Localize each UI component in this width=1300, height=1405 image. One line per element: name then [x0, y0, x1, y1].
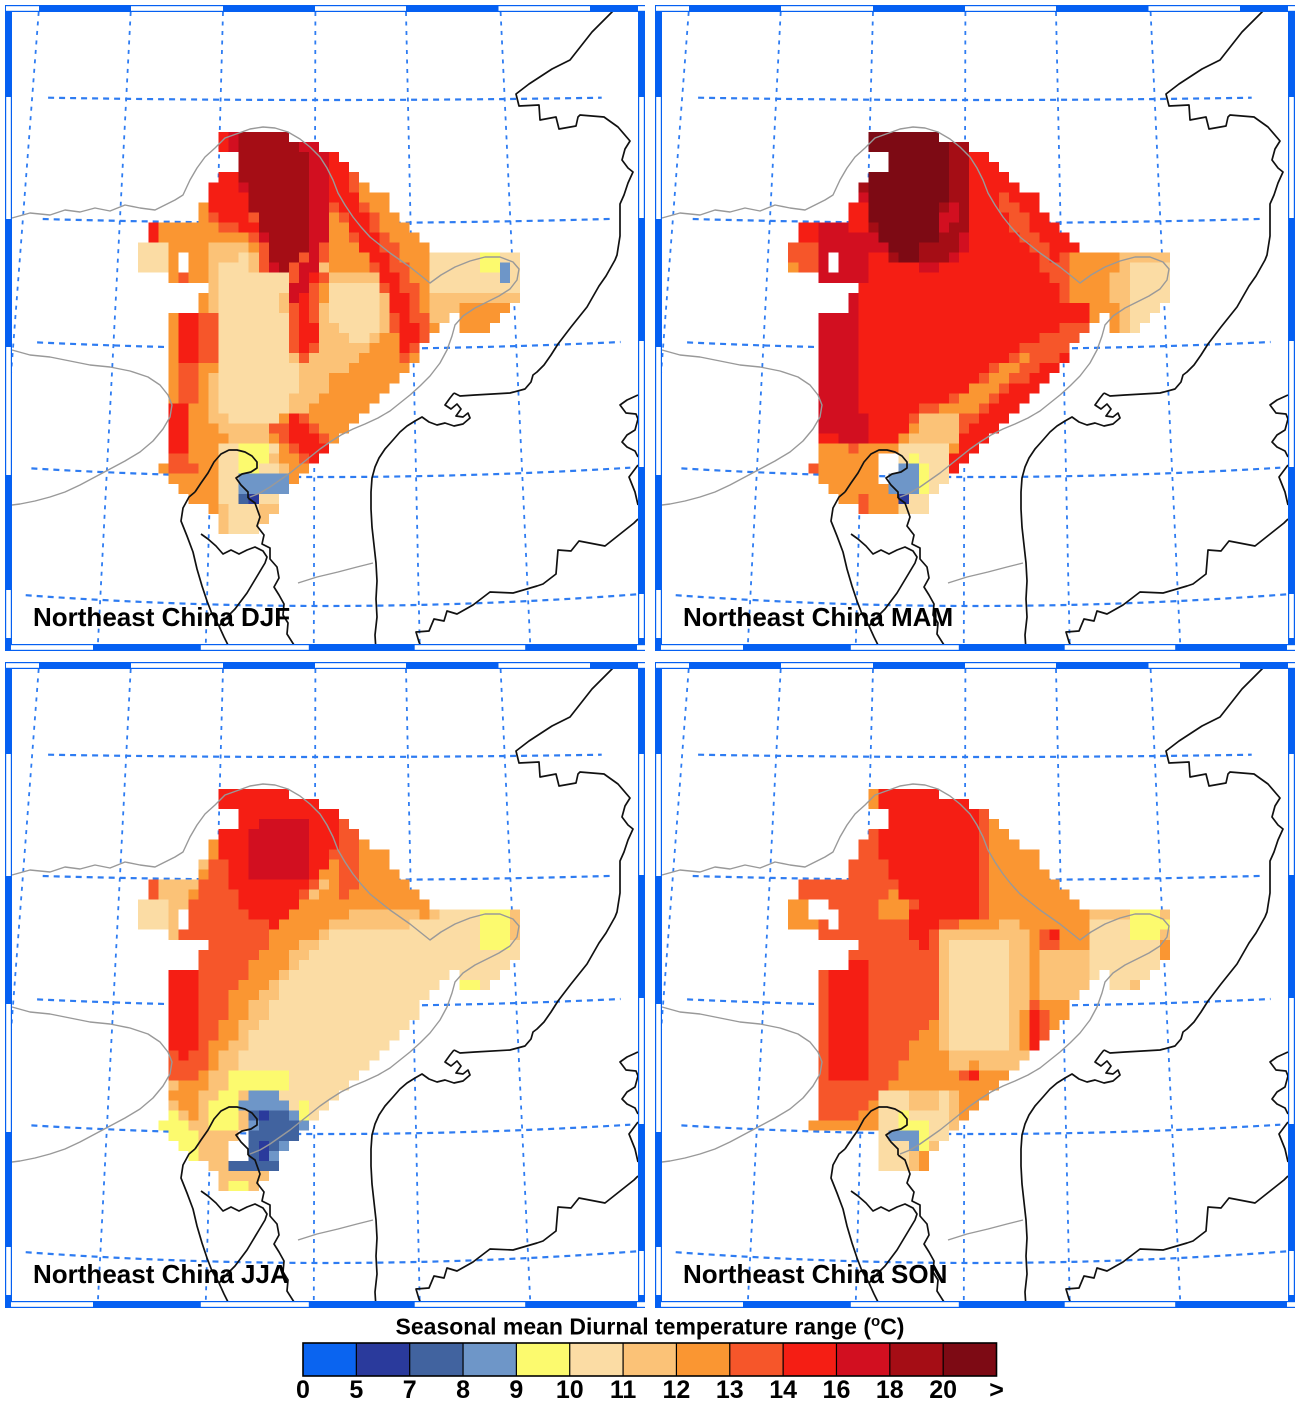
svg-text:Northeast China JJA: Northeast China JJA: [33, 1259, 289, 1289]
svg-text:Northeast China SON: Northeast China SON: [683, 1259, 947, 1289]
svg-text:Northeast China DJF: Northeast China DJF: [33, 602, 290, 632]
svg-text:Northeast China MAM: Northeast China MAM: [683, 602, 953, 632]
